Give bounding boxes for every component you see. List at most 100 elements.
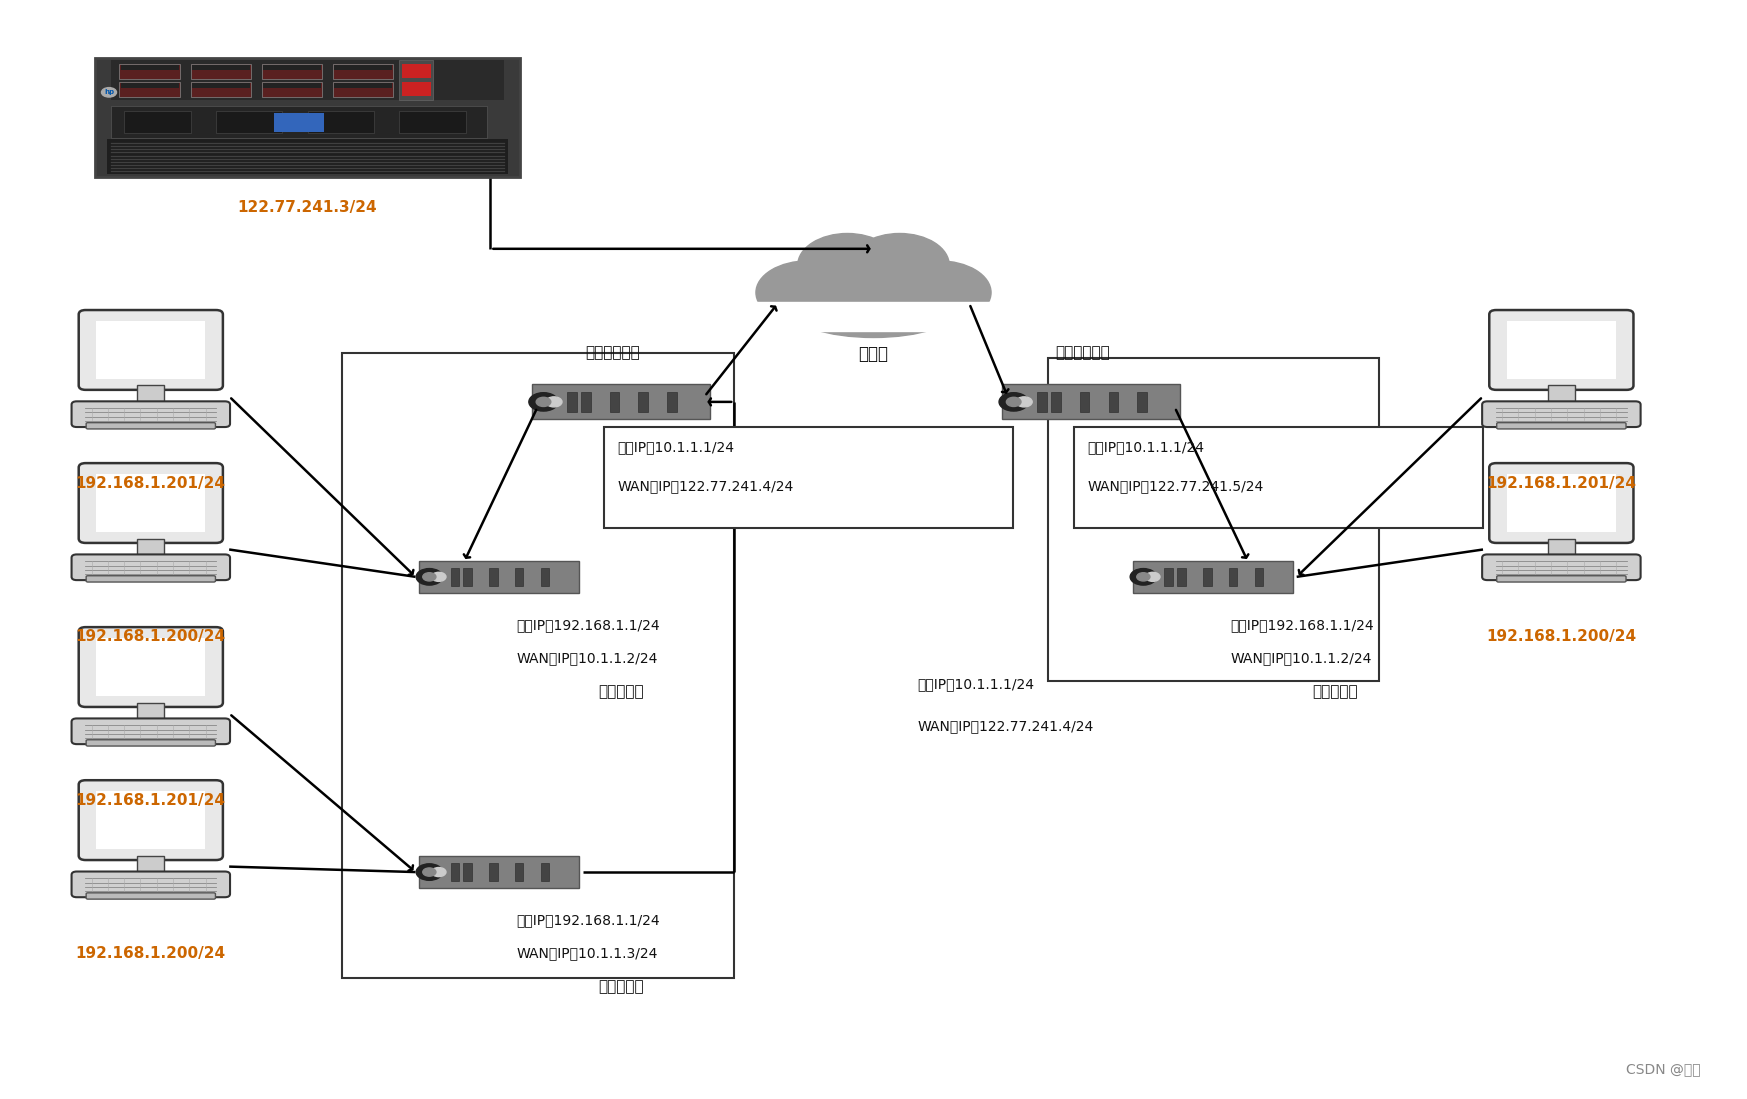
FancyBboxPatch shape (533, 385, 709, 420)
Text: 192.168.1.200/24: 192.168.1.200/24 (1487, 630, 1637, 644)
FancyBboxPatch shape (1134, 560, 1293, 592)
FancyBboxPatch shape (72, 719, 231, 744)
FancyBboxPatch shape (1488, 463, 1633, 543)
Ellipse shape (893, 287, 985, 331)
Bar (489, 863, 498, 881)
Text: 122.77.241.3/24: 122.77.241.3/24 (238, 200, 377, 214)
Circle shape (536, 398, 550, 407)
Bar (262, 65, 321, 70)
Text: 家用路由器: 家用路由器 (597, 684, 645, 699)
Bar (515, 568, 524, 586)
Bar (1074, 428, 1483, 528)
Text: 子网IP：192.168.1.1/24: 子网IP：192.168.1.1/24 (517, 913, 660, 928)
Circle shape (432, 573, 445, 581)
FancyBboxPatch shape (419, 560, 580, 592)
Bar (274, 112, 325, 132)
Text: 家用路由器: 家用路由器 (597, 979, 645, 995)
Bar (540, 863, 549, 881)
FancyBboxPatch shape (86, 576, 215, 582)
Text: 192.168.1.201/24: 192.168.1.201/24 (75, 476, 225, 491)
Bar (121, 82, 178, 88)
Ellipse shape (762, 287, 854, 331)
Bar (96, 474, 206, 532)
FancyBboxPatch shape (72, 872, 231, 897)
Bar (138, 539, 164, 555)
FancyBboxPatch shape (86, 740, 215, 746)
Text: 子网IP：192.168.1.1/24: 子网IP：192.168.1.1/24 (1230, 619, 1375, 632)
Bar (96, 791, 206, 850)
FancyBboxPatch shape (1497, 576, 1626, 582)
Bar (332, 64, 393, 79)
Bar (400, 111, 466, 133)
Bar (1038, 392, 1046, 412)
Bar (540, 568, 549, 586)
Ellipse shape (802, 241, 945, 323)
Circle shape (999, 392, 1029, 411)
Circle shape (423, 573, 437, 581)
Bar (119, 82, 180, 97)
Bar (610, 392, 618, 412)
FancyBboxPatch shape (79, 310, 224, 390)
Text: 运营商路由器: 运营商路由器 (1055, 345, 1109, 360)
Bar (400, 60, 433, 100)
FancyBboxPatch shape (94, 58, 521, 177)
Bar (402, 64, 432, 78)
Text: CSDN @郁鲤: CSDN @郁鲤 (1626, 1063, 1700, 1077)
FancyBboxPatch shape (1481, 401, 1640, 428)
Text: 子网IP：192.168.1.1/24: 子网IP：192.168.1.1/24 (517, 619, 660, 632)
Bar (1548, 539, 1574, 555)
Circle shape (432, 867, 445, 877)
Text: WAN口IP：122.77.241.4/24: WAN口IP：122.77.241.4/24 (617, 479, 793, 493)
Bar (582, 392, 590, 412)
Bar (124, 111, 190, 133)
Bar (463, 863, 472, 881)
Bar (603, 428, 1013, 528)
Bar (262, 82, 321, 97)
Bar (119, 64, 180, 79)
Text: 192.168.1.201/24: 192.168.1.201/24 (75, 793, 225, 809)
FancyBboxPatch shape (79, 628, 224, 707)
Circle shape (101, 88, 117, 97)
Circle shape (416, 568, 442, 585)
Bar (1165, 568, 1174, 586)
FancyBboxPatch shape (1497, 423, 1626, 429)
Text: 子网IP：10.1.1.1/24: 子网IP：10.1.1.1/24 (617, 441, 734, 454)
Text: WAN口IP：10.1.1.2/24: WAN口IP：10.1.1.2/24 (1230, 652, 1371, 665)
FancyBboxPatch shape (1481, 554, 1640, 580)
Text: WAN口IP：10.1.1.2/24: WAN口IP：10.1.1.2/24 (517, 652, 659, 665)
FancyBboxPatch shape (1488, 310, 1633, 390)
Ellipse shape (886, 260, 991, 324)
Text: 192.168.1.201/24: 192.168.1.201/24 (1487, 476, 1637, 491)
Bar (96, 321, 206, 379)
FancyBboxPatch shape (86, 423, 215, 429)
Text: 子网IP：10.1.1.1/24: 子网IP：10.1.1.1/24 (1088, 441, 1205, 454)
Bar (262, 64, 321, 79)
Text: 广域网: 广域网 (858, 345, 889, 363)
Bar (402, 82, 432, 97)
Circle shape (1006, 398, 1020, 407)
Bar (667, 392, 676, 412)
Circle shape (545, 397, 563, 407)
Circle shape (423, 868, 437, 876)
Bar (190, 82, 252, 97)
Circle shape (1137, 573, 1150, 581)
Bar (1137, 392, 1148, 412)
Bar (334, 82, 391, 88)
Bar (1228, 568, 1237, 586)
Bar (192, 65, 250, 70)
Bar (568, 392, 577, 412)
Ellipse shape (756, 260, 861, 324)
Bar (192, 82, 250, 88)
Bar (742, 302, 1005, 331)
Bar (1080, 392, 1090, 412)
Bar (1204, 568, 1211, 586)
Bar (262, 82, 321, 88)
Bar (1548, 386, 1574, 402)
Bar (515, 863, 524, 881)
Ellipse shape (798, 233, 896, 297)
Bar (138, 702, 164, 719)
FancyBboxPatch shape (72, 401, 231, 428)
Text: WAN口IP：10.1.1.3/24: WAN口IP：10.1.1.3/24 (517, 946, 659, 961)
Bar (1177, 568, 1186, 586)
Text: 运营商路由器: 运营商路由器 (585, 345, 639, 360)
